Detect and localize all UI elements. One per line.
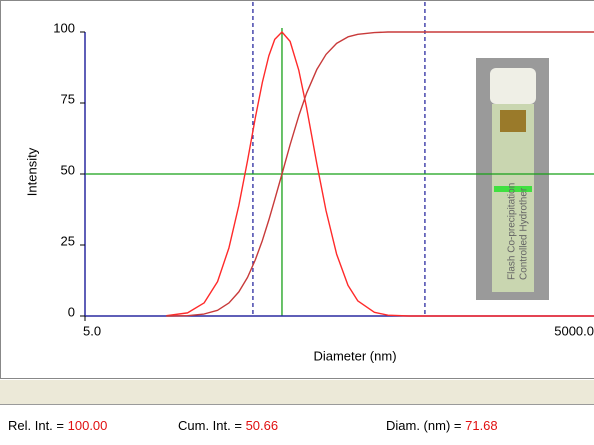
status-item: Cum. Int. = 50.66 — [178, 418, 278, 433]
x-axis-label: Diameter (nm) — [313, 348, 396, 363]
vial-cap — [490, 68, 536, 104]
y-tick-label: 100 — [53, 20, 75, 35]
x-tick-label: 5.0 — [83, 323, 101, 338]
status-item: Rel. Int. = 100.00 — [8, 418, 107, 433]
y-axis-label: Intensity — [24, 147, 39, 196]
y-tick-label: 25 — [61, 233, 75, 248]
status-value: 100.00 — [68, 418, 108, 433]
inset-text: Controlled Hydrother — [519, 187, 530, 280]
status-item: Diam. (nm) = 71.68 — [386, 418, 498, 433]
inset-photo: Flash Co-precipitation Controlled Hydrot… — [476, 58, 549, 300]
chart: Flash Co-precipitation Controlled Hydrot… — [0, 0, 594, 380]
status-bar: Rel. Int. = 100.00 Cum. Int. = 50.66 Dia… — [0, 404, 594, 445]
status-label: Rel. Int. = — [8, 418, 64, 433]
status-label: Diam. (nm) = — [386, 418, 461, 433]
vial-neck — [500, 110, 526, 132]
inset-text: Flash Co-precipitation — [507, 183, 518, 280]
x-tick-label: 5000.0 — [554, 323, 594, 338]
y-tick-label: 75 — [61, 91, 75, 106]
status-value: 71.68 — [465, 418, 498, 433]
status-label: Cum. Int. = — [178, 418, 242, 433]
y-tick-label: 0 — [68, 304, 75, 319]
status-value: 50.66 — [246, 418, 279, 433]
y-tick-label: 50 — [61, 162, 75, 177]
